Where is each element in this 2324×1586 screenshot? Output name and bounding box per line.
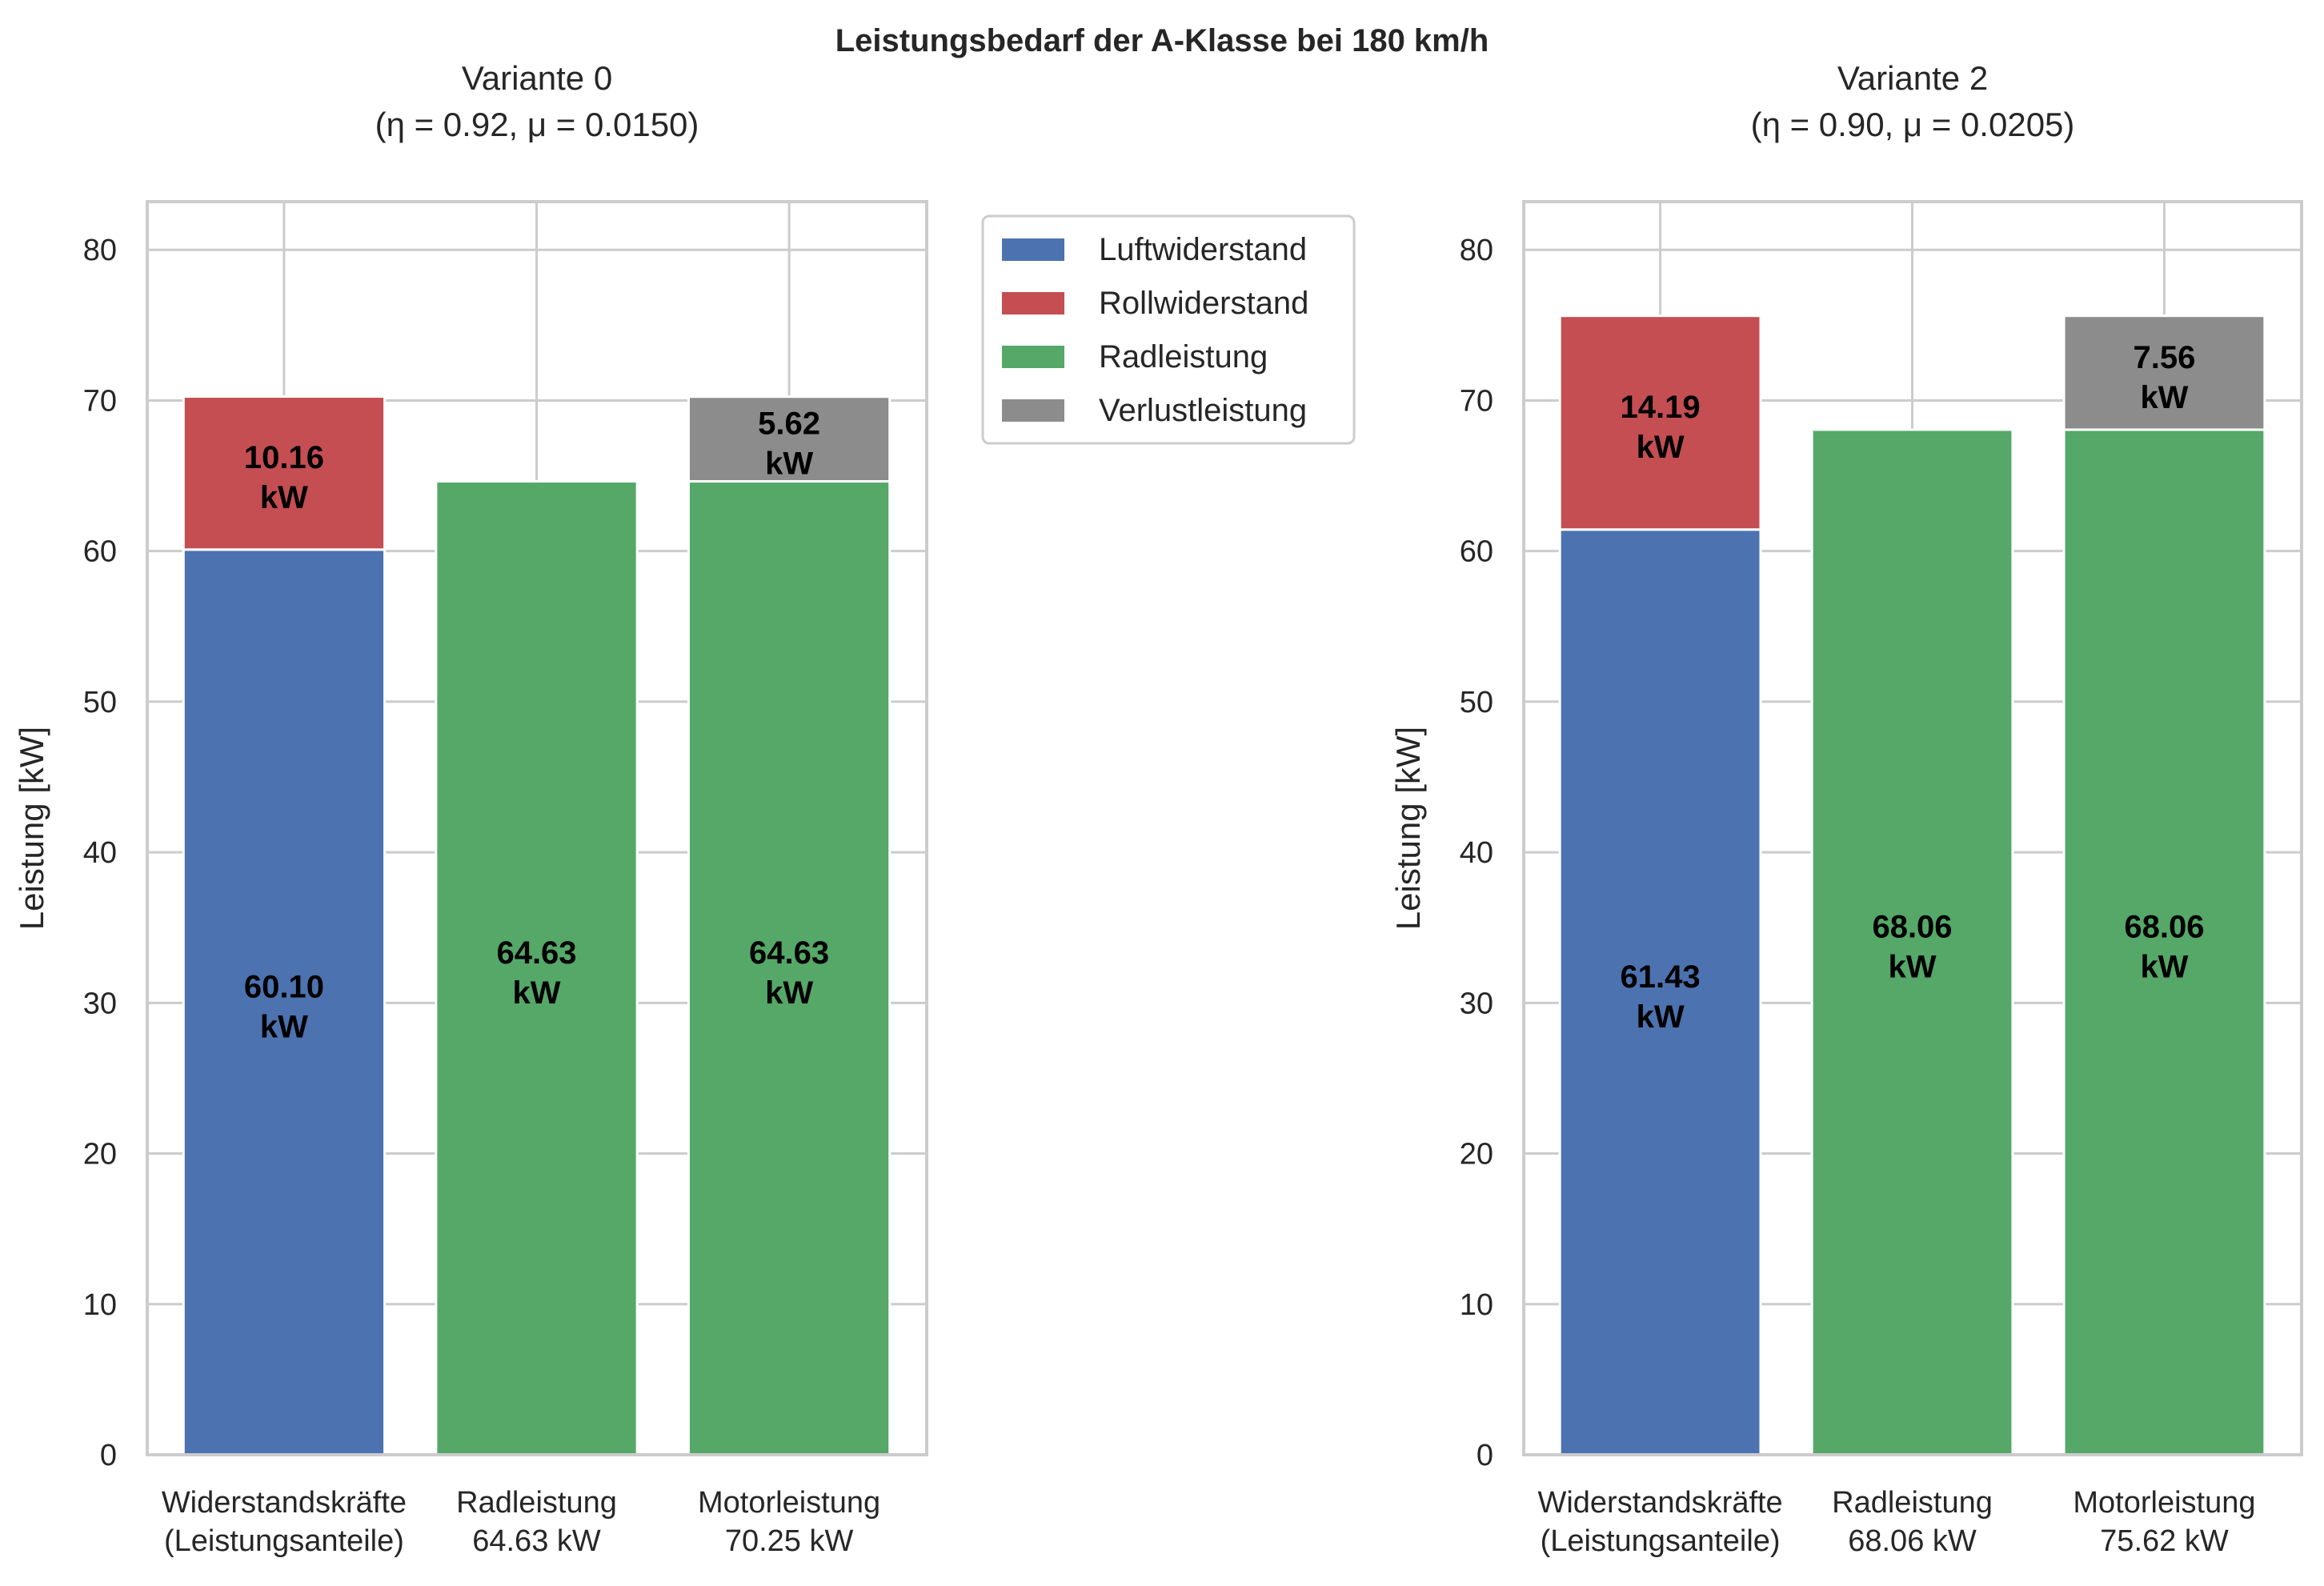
bar-segment-radleistung [687, 480, 892, 1456]
x-tick-label: Motorleistung 75.62 kW [2073, 1486, 2255, 1558]
y-tick-label: 30 [83, 987, 117, 1020]
legend-swatch [1002, 399, 1064, 422]
bar-data-label: 61.43 kW [1621, 959, 1701, 1035]
x-tick-label: Motorleistung 70.25 kW [698, 1486, 880, 1558]
figure-title: Leistungsbedarf der A-Klasse bei 180 km/… [835, 23, 1489, 58]
y-axis-label: Leistung [kW] [13, 727, 50, 930]
bar-data-label: 14.19 kW [1621, 390, 1701, 465]
chart-panel-0: 60.10 kW 10.16 kW 64.63 kW 64.63 kW 5.62 kW 0 10 20 3… [13, 59, 928, 1558]
bar-data-label: 64.63 kW [749, 935, 829, 1011]
legend-label: Radleistung [1099, 339, 1268, 374]
bar-data-label: 64.63 kW [496, 935, 576, 1011]
y-tick-label: 50 [1460, 686, 1493, 719]
bar-segment-radleistung [435, 480, 639, 1456]
bar-segment-rollwiderstand [1558, 314, 1762, 531]
bar-segment-radleistung [2062, 428, 2266, 1456]
panels: 60.10 kW 10.16 kW 64.63 kW 64.63 kW 5.62 kW 0 10 20 3… [13, 59, 2303, 1558]
x-tick-label: Radleistung 64.63 kW [456, 1486, 617, 1558]
axes-frame [1522, 200, 2303, 1456]
bar-data-label: 68.06 kW [2124, 909, 2204, 984]
bar-data-label: 10.16 kW [244, 440, 324, 515]
legend-label: Verlustleistung [1099, 393, 1307, 428]
y-tick-label: 70 [83, 384, 117, 418]
y-tick-label: 80 [83, 234, 117, 267]
y-tick-label: 40 [1460, 836, 1493, 870]
panel-title: Variante 0 [462, 59, 612, 97]
bar-segment-luftwiderstand [1558, 528, 1762, 1456]
bar-segment-rollwiderstand [182, 395, 387, 551]
axes-frame [146, 200, 928, 1456]
bar-data-label: 60.10 kW [244, 969, 324, 1044]
chart-panel-1: 61.43 kW 14.19 kW 68.06 kW 68.06 kW 7.56 kW 0 10 20 3… [1389, 59, 2303, 1558]
legend-swatch [1002, 346, 1064, 368]
y-tick-label: 20 [83, 1138, 117, 1171]
panel-subtitle: (η = 0.92, μ = 0.0150) [375, 106, 699, 143]
panel-title: Variante 2 [1837, 59, 1988, 97]
y-tick-label: 0 [100, 1439, 117, 1472]
bar-segment-luftwiderstand [182, 548, 387, 1456]
y-tick-label: 40 [83, 836, 117, 870]
legend-label: Luftwiderstand [1099, 232, 1307, 267]
bar-segment-radleistung [1810, 428, 2014, 1456]
y-tick-label: 20 [1460, 1138, 1493, 1171]
legend-swatch [1002, 292, 1064, 314]
y-tick-label: 0 [1477, 1439, 1493, 1472]
y-tick-label: 30 [1460, 987, 1493, 1020]
legend-swatch [1002, 238, 1064, 261]
y-tick-label: 10 [1460, 1288, 1493, 1322]
legend-box [981, 214, 1356, 445]
y-axis-label: Leistung [kW] [1389, 727, 1427, 930]
legend: Luftwiderstand Rollwiderstand Radleistung V… [981, 214, 1356, 445]
panel-subtitle: (η = 0.90, μ = 0.0205) [1751, 106, 2075, 143]
bar-data-label: 7.56 kW [2134, 340, 2196, 415]
bar-data-label: 68.06 kW [1872, 909, 1952, 984]
y-tick-label: 60 [83, 535, 117, 569]
y-tick-label: 80 [1460, 234, 1493, 267]
x-tick-label: Widerstandskräfte (Leistungsanteile) [162, 1486, 407, 1558]
y-tick-label: 70 [1460, 384, 1493, 418]
x-tick-label: Radleistung 68.06 kW [1832, 1486, 1993, 1558]
legend-label: Rollwiderstand [1099, 286, 1308, 321]
bar-segment-verlustleistung [2062, 314, 2266, 431]
y-tick-label: 10 [83, 1288, 117, 1322]
bar-data-label: 5.62 kW [758, 407, 820, 482]
y-tick-label: 60 [1460, 535, 1493, 569]
x-tick-label: Widerstandskräfte (Leistungsanteile) [1537, 1486, 1782, 1558]
y-tick-label: 50 [83, 686, 117, 719]
bar-segment-verlustleistung [687, 395, 892, 483]
